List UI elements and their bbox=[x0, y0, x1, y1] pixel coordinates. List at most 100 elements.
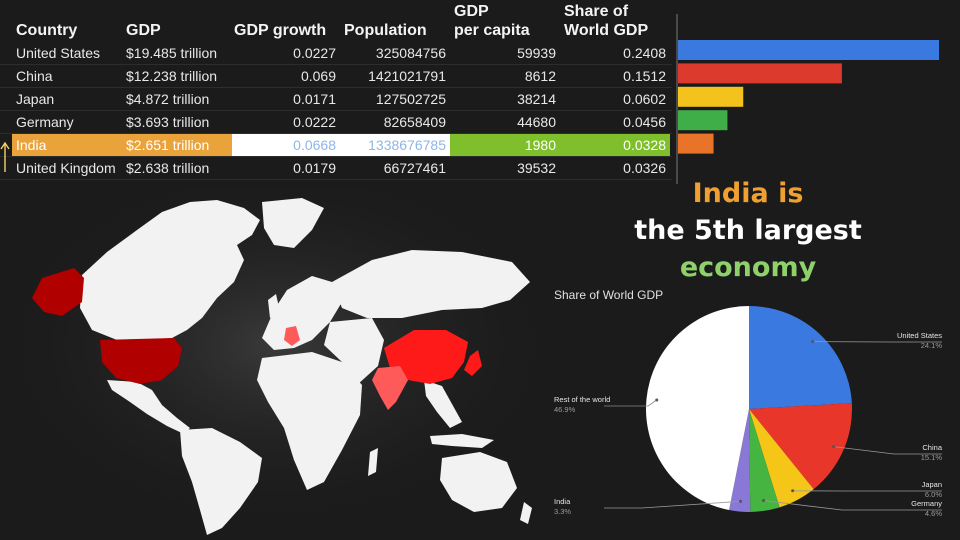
pie-panel: United States 24.1% China 15.1% Japan 6.0% Ger… bbox=[542, 282, 960, 540]
pie-leader-dot bbox=[762, 499, 766, 503]
map-madagascar bbox=[368, 448, 378, 476]
share-bar-chart bbox=[676, 14, 939, 184]
cell-population: 1338676785 bbox=[340, 134, 450, 157]
bar-china bbox=[678, 63, 842, 84]
cell-country: Germany bbox=[16, 114, 74, 130]
table-header-row: Country GDP GDP growth Population GDP pe… bbox=[0, 0, 672, 42]
map-japan bbox=[464, 350, 482, 376]
pie-slice-china bbox=[749, 403, 852, 490]
cell-gdp-growth: 0.069 bbox=[300, 68, 336, 84]
map-europe bbox=[262, 276, 342, 350]
headline-line-3: economy bbox=[679, 252, 817, 283]
cell-gdp: $19.485 trillion bbox=[126, 45, 218, 61]
map-canada bbox=[80, 200, 260, 342]
table-row: Germany $3.693 trillion 0.0222 82658409 4468… bbox=[0, 111, 672, 134]
cell-share: 0.0326 bbox=[623, 160, 666, 176]
map-russia bbox=[332, 250, 530, 318]
header-gdp: GDP bbox=[126, 22, 161, 39]
cell-gdp-per-capita: 38214 bbox=[517, 91, 556, 107]
headline-line-2: the 5th largest bbox=[634, 215, 862, 246]
cell-gdp-growth: 0.0668 bbox=[232, 134, 340, 157]
pie-slice-germany bbox=[749, 409, 780, 512]
pie-leader-dot bbox=[655, 398, 659, 402]
map-land bbox=[80, 198, 532, 535]
map-germany bbox=[284, 326, 300, 346]
cell-gdp-growth: 0.0227 bbox=[293, 45, 336, 61]
pie-slice-united-states bbox=[749, 306, 852, 409]
cell-gdp: $4.872 trillion bbox=[126, 91, 210, 107]
map-australia bbox=[440, 452, 517, 512]
cell-gdp-per-capita: 1980 bbox=[450, 134, 560, 157]
pie-leader-line bbox=[833, 446, 942, 455]
cell-gdp-growth: 0.0179 bbox=[293, 160, 336, 176]
pie-slice-india bbox=[729, 409, 751, 512]
cell-share: 0.0602 bbox=[623, 91, 666, 107]
pie-label-name: Germany bbox=[911, 499, 942, 508]
cell-gdp: $3.693 trillion bbox=[126, 114, 210, 130]
pie-label-name: China bbox=[922, 443, 942, 452]
map-greenland bbox=[262, 198, 324, 248]
cell-population: 127502725 bbox=[375, 91, 446, 107]
map-china bbox=[384, 330, 468, 384]
map-uk bbox=[268, 294, 280, 318]
cell-country: India bbox=[12, 134, 122, 157]
pie-slice-rest-of-the-world bbox=[646, 306, 749, 511]
pie-label-name: Japan bbox=[922, 480, 942, 489]
table-body: United States $19.485 trillion 0.0227 32508… bbox=[0, 42, 672, 180]
cell-gdp-per-capita: 44680 bbox=[517, 114, 556, 130]
cell-country: Japan bbox=[16, 91, 55, 107]
header-country: Country bbox=[16, 22, 78, 39]
cell-share: 0.1512 bbox=[623, 68, 666, 84]
map-africa bbox=[257, 352, 362, 490]
pie-label-name: Rest of the world bbox=[554, 395, 610, 404]
cell-population: 1421021791 bbox=[368, 68, 446, 84]
pie-leader-line bbox=[604, 500, 741, 509]
cell-gdp-per-capita: 59939 bbox=[517, 45, 556, 61]
cell-population: 325084756 bbox=[375, 45, 446, 61]
pie-label-value: 4.6% bbox=[925, 509, 942, 518]
bar-germany bbox=[678, 110, 728, 131]
pie-label-name: United States bbox=[897, 331, 942, 340]
map-middle-east-central-asia bbox=[324, 318, 384, 385]
world-map bbox=[12, 190, 542, 535]
headline: India is the 5th largest economy bbox=[600, 175, 896, 286]
table-row: United States $19.485 trillion 0.0227 32508… bbox=[0, 42, 672, 65]
pie-leader-dot bbox=[739, 499, 743, 503]
bar-united-states bbox=[678, 40, 939, 60]
pie-slice-japan bbox=[749, 409, 814, 508]
map-southeast-asia bbox=[424, 380, 462, 428]
cell-share: 0.0328 bbox=[560, 134, 670, 157]
table-row: China $12.238 trillion 0.069 1421021791 8612… bbox=[0, 65, 672, 88]
header-population: Population bbox=[344, 22, 427, 39]
table-row: Japan $4.872 trillion 0.0171 127502725 38214… bbox=[0, 88, 672, 111]
headline-line-1: India is bbox=[692, 178, 804, 209]
map-united-states bbox=[100, 338, 182, 384]
map-alaska bbox=[32, 268, 84, 316]
cell-population: 82658409 bbox=[383, 114, 446, 130]
cell-country: China bbox=[16, 68, 53, 84]
pie-leader-line bbox=[604, 399, 657, 407]
map-indonesia bbox=[430, 434, 494, 448]
cell-country: United States bbox=[16, 45, 101, 61]
header-gdp-growth: GDP growth bbox=[234, 22, 327, 39]
cell-share: 0.0456 bbox=[623, 114, 666, 130]
map-india bbox=[372, 366, 408, 410]
table-row: United Kingdom $2.638 trillion 0.0179 66727… bbox=[0, 157, 672, 180]
bar-japan bbox=[678, 86, 744, 107]
pie-leader-dot bbox=[832, 445, 836, 449]
cell-gdp: $2.638 trillion bbox=[126, 160, 210, 176]
pie-label-value: 24.1% bbox=[921, 341, 943, 350]
header-gdp-per-capita: GDP per capita bbox=[454, 3, 530, 39]
cell-gdp-growth: 0.0171 bbox=[293, 91, 336, 107]
pie-label-value: 6.0% bbox=[925, 490, 942, 499]
header-share-world-gdp: Share of World GDP bbox=[564, 3, 649, 39]
cell-gdp-growth: 0.0222 bbox=[293, 114, 336, 130]
table-row: India $2.651 trillion 0.0668 1338676785 1980… bbox=[0, 134, 672, 157]
up-arrow-icon bbox=[0, 141, 10, 172]
pie-label-value: 46.9% bbox=[554, 405, 576, 414]
cell-gdp-per-capita: 8612 bbox=[524, 68, 556, 84]
pie-title: Share of World GDP bbox=[554, 288, 664, 302]
pie-leader-dot bbox=[791, 489, 795, 493]
pie-label-value: 3.3% bbox=[554, 507, 571, 516]
